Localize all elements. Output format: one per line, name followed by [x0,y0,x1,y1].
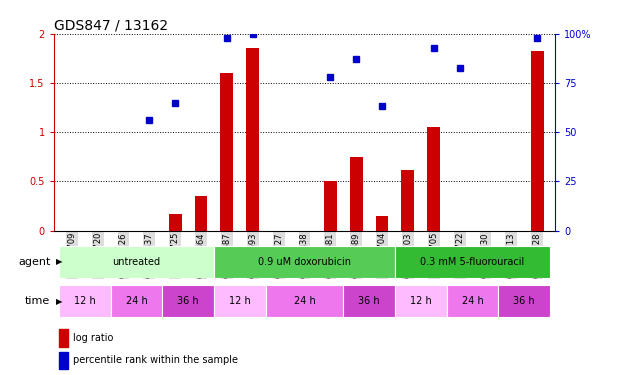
Bar [266,285,343,317]
Text: ▶: ▶ [56,257,62,266]
Bar [395,285,447,317]
Bar [324,182,337,231]
Text: 36 h: 36 h [358,296,380,306]
Text: 12 h: 12 h [410,296,432,306]
Bar [59,246,214,278]
Bar [220,73,233,231]
Bar [246,48,259,231]
Text: log ratio: log ratio [73,333,113,343]
Text: 36 h: 36 h [177,296,199,306]
Text: 12 h: 12 h [74,296,95,306]
Bar [350,157,363,231]
Text: untreated: untreated [112,256,160,267]
Bar [343,285,395,317]
Bar [395,246,550,278]
Text: 0.9 uM doxorubicin: 0.9 uM doxorubicin [258,256,351,267]
Text: GDS847 / 13162: GDS847 / 13162 [54,19,168,33]
Bar [498,285,550,317]
Bar [214,246,395,278]
Text: 12 h: 12 h [229,296,251,306]
Text: agent: agent [18,257,50,267]
Bar [59,285,110,317]
Bar [214,285,266,317]
Bar [194,196,208,231]
Bar [375,216,389,231]
Bar [427,127,440,231]
Bar [168,214,182,231]
Bar [59,352,68,369]
Text: 36 h: 36 h [514,296,535,306]
Bar [162,285,214,317]
Text: ▶: ▶ [56,297,62,306]
Text: 0.3 mM 5-fluorouracil: 0.3 mM 5-fluorouracil [420,256,524,267]
Text: 24 h: 24 h [462,296,483,306]
Bar [447,285,498,317]
Bar [401,170,415,231]
Bar [110,285,162,317]
Text: percentile rank within the sample: percentile rank within the sample [73,356,238,366]
Bar [531,51,544,231]
Text: 24 h: 24 h [126,296,147,306]
Bar [59,329,68,346]
Text: time: time [25,296,50,306]
Text: 24 h: 24 h [293,296,316,306]
